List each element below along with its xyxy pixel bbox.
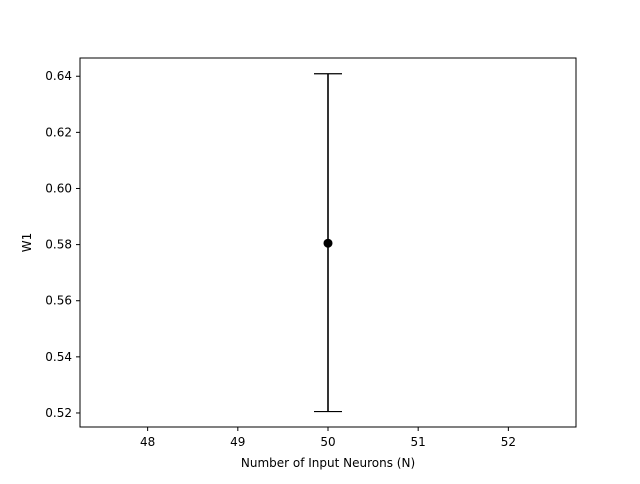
y-axis-label: W1 — [20, 233, 34, 253]
y-tick-label: 0.62 — [45, 125, 72, 139]
x-axis-ticks: 48 49 50 51 52 — [140, 427, 516, 449]
y-axis-ticks: 0.52 0.54 0.56 0.58 0.60 0.62 0.64 — [45, 69, 80, 420]
y-tick-label: 0.60 — [45, 181, 72, 195]
y-tick-label: 0.64 — [45, 69, 72, 83]
y-tick-label: 0.54 — [45, 350, 72, 364]
y-tick-label: 0.52 — [45, 406, 72, 420]
y-tick-label: 0.58 — [45, 238, 72, 252]
data-point — [323, 238, 333, 248]
x-tick-label: 50 — [320, 435, 335, 449]
x-tick-label: 51 — [411, 435, 426, 449]
x-tick-label: 49 — [230, 435, 245, 449]
x-tick-label: 52 — [501, 435, 516, 449]
y-tick-label: 0.56 — [45, 294, 72, 308]
data-marks — [314, 73, 342, 413]
x-tick-label: 48 — [140, 435, 155, 449]
x-axis-label: Number of Input Neurons (N) — [241, 456, 415, 470]
